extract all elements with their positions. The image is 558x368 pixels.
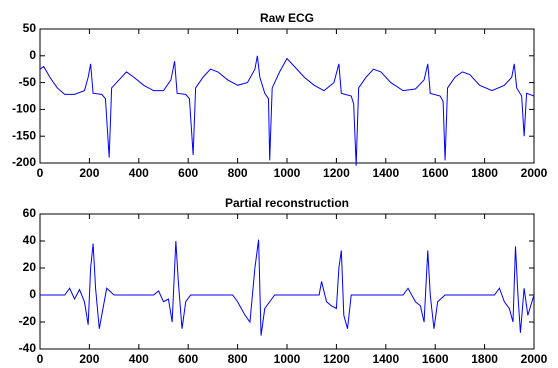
x-tick-label: 400 [129,166,149,180]
y-tick-label: -200 [12,155,36,169]
x-tick-label: 1200 [323,166,350,180]
x-tick-label: 1800 [471,166,498,180]
x-tick-label: 400 [129,352,149,366]
x-tick-label: 1600 [422,352,449,366]
y-tick-label: -40 [19,341,37,355]
x-tick-label: 1600 [422,166,449,180]
y-tick-label: -100 [12,102,36,116]
x-tick-label: 2000 [521,166,548,180]
x-tick-label: 600 [178,352,198,366]
x-tick-label: 2000 [521,352,548,366]
chart-title: Partial reconstruction [225,196,349,210]
y-tick-label: 50 [23,21,37,35]
x-tick-label: 1000 [274,352,301,366]
line-series [39,55,535,166]
y-tick-label: -20 [19,314,37,328]
x-tick-label: 1400 [372,352,399,366]
y-tick-label: 20 [23,260,37,274]
line-series [40,239,535,336]
x-tick-label: 0 [37,166,44,180]
y-tick-label: 0 [29,48,36,62]
y-tick-label: 0 [29,287,36,301]
y-tick-label: 60 [23,206,37,220]
x-tick-label: 800 [228,166,248,180]
x-tick-label: 600 [178,166,198,180]
x-tick-label: 1200 [323,352,350,366]
y-tick-label: -50 [19,75,37,89]
x-tick-label: 1800 [471,352,498,366]
x-tick-label: 1000 [274,166,301,180]
x-tick-label: 1400 [372,166,399,180]
y-tick-label: 40 [23,233,37,247]
x-tick-label: 800 [228,352,248,366]
x-tick-label: 200 [79,166,99,180]
y-tick-label: -150 [12,128,36,142]
axes-box [39,213,535,350]
chart-title: Raw ECG [260,11,314,25]
x-tick-label: 0 [37,352,44,366]
x-tick-label: 200 [79,352,99,366]
axes-box [39,28,535,164]
